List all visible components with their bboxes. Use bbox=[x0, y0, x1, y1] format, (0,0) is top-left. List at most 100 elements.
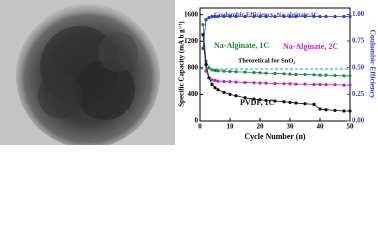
data-point bbox=[243, 14, 247, 19]
y-axis-title: Specific Capacity (mA h g⁻¹) bbox=[178, 21, 186, 107]
data-point bbox=[222, 79, 226, 84]
data-point bbox=[210, 78, 214, 82]
data-point bbox=[273, 71, 277, 76]
data-point bbox=[243, 96, 247, 100]
x-tick-label: 40 bbox=[317, 123, 325, 131]
data-point bbox=[210, 68, 214, 72]
data-point bbox=[234, 70, 238, 74]
data-point bbox=[342, 83, 346, 87]
data-point bbox=[210, 14, 214, 19]
data-point bbox=[318, 82, 322, 87]
data-point bbox=[201, 32, 205, 37]
data-point bbox=[288, 72, 292, 76]
y-tick-label: 1200 bbox=[184, 37, 199, 45]
y2-tick-label: 0.00 bbox=[352, 117, 365, 125]
data-point bbox=[252, 14, 256, 19]
data-point bbox=[333, 14, 337, 19]
data-point bbox=[318, 14, 322, 19]
data-point bbox=[222, 69, 226, 73]
y2-tick-label: 0.50 bbox=[352, 63, 365, 71]
y2-tick-label: 0.75 bbox=[352, 37, 365, 45]
data-point bbox=[342, 14, 346, 19]
data-point bbox=[234, 14, 238, 19]
data-point bbox=[303, 102, 307, 106]
data-point bbox=[204, 62, 208, 67]
data-point bbox=[324, 14, 328, 19]
data-point bbox=[216, 79, 220, 83]
data-point bbox=[264, 98, 268, 102]
data-point bbox=[324, 83, 328, 87]
data-point bbox=[312, 73, 316, 77]
x-tick-label: 30 bbox=[287, 123, 295, 131]
data-point bbox=[252, 70, 256, 75]
data-point bbox=[288, 100, 292, 104]
data-point bbox=[288, 14, 292, 19]
reference-label: Theoretical for SnO₂ bbox=[238, 58, 295, 65]
y2-axis-title: Coulombic Efficiency bbox=[368, 30, 377, 99]
data-point bbox=[294, 14, 298, 19]
data-point bbox=[324, 73, 328, 77]
data-point bbox=[252, 81, 256, 85]
data-point bbox=[312, 14, 316, 19]
data-point bbox=[282, 82, 286, 86]
data-point bbox=[258, 71, 262, 75]
data-point bbox=[294, 101, 298, 105]
data-point bbox=[213, 14, 217, 19]
data-point bbox=[222, 90, 226, 95]
data-point bbox=[318, 107, 322, 111]
data-point bbox=[264, 81, 268, 85]
data-point bbox=[252, 97, 256, 101]
data-point bbox=[294, 82, 298, 86]
data-point bbox=[207, 66, 211, 70]
data-point bbox=[348, 14, 352, 19]
data-point bbox=[333, 73, 337, 78]
data-point bbox=[216, 14, 220, 19]
data-point bbox=[303, 72, 307, 77]
x-tick-label: 0 bbox=[198, 123, 202, 131]
data-point bbox=[303, 82, 307, 86]
data-point bbox=[282, 100, 286, 104]
data-point bbox=[348, 83, 352, 87]
data-point bbox=[303, 14, 307, 19]
series-label: Na-Alginate, 1C bbox=[214, 41, 269, 50]
data-point bbox=[312, 102, 316, 106]
data-point bbox=[312, 82, 316, 87]
x-axis-title: Cycle Number (n) bbox=[244, 132, 306, 141]
data-point bbox=[207, 15, 211, 20]
data-point bbox=[201, 23, 205, 27]
data-point bbox=[234, 80, 238, 84]
series-label: PVDF, 1C bbox=[240, 98, 275, 107]
y-tick-label: 1600 bbox=[184, 10, 199, 18]
data-point bbox=[210, 82, 214, 87]
data-point bbox=[333, 108, 337, 112]
data-point bbox=[264, 71, 268, 75]
data-point bbox=[243, 80, 247, 85]
data-point bbox=[204, 69, 208, 73]
data-point bbox=[222, 14, 226, 19]
data-point bbox=[282, 14, 286, 19]
data-point bbox=[213, 86, 217, 90]
data-point bbox=[243, 70, 247, 74]
data-point bbox=[258, 81, 262, 85]
data-point bbox=[273, 99, 277, 103]
plot-frame bbox=[199, 7, 351, 122]
data-point bbox=[228, 69, 232, 74]
data-point bbox=[204, 18, 208, 22]
y2-tick-label: 0.25 bbox=[352, 90, 365, 98]
x-tick-label: 50 bbox=[347, 123, 355, 131]
data-point bbox=[213, 68, 217, 73]
data-point bbox=[273, 81, 277, 86]
data-point bbox=[348, 109, 352, 113]
data-point bbox=[228, 80, 232, 84]
data-point bbox=[264, 14, 268, 19]
data-point bbox=[228, 14, 232, 19]
data-point bbox=[207, 76, 211, 80]
y-tick-label: 0 bbox=[195, 117, 199, 125]
data-point bbox=[216, 88, 220, 92]
data-point bbox=[333, 83, 337, 87]
data-point bbox=[282, 72, 286, 76]
data-point bbox=[324, 108, 328, 112]
data-point bbox=[348, 74, 352, 78]
tem-image bbox=[0, 0, 175, 148]
data-point bbox=[216, 69, 220, 73]
